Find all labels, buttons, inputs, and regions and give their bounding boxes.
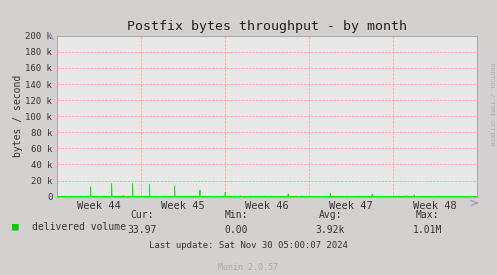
Text: 3.92k: 3.92k — [316, 225, 345, 235]
Text: Munin 2.0.57: Munin 2.0.57 — [219, 263, 278, 272]
Text: Cur:: Cur: — [130, 210, 154, 220]
Text: ■: ■ — [12, 222, 19, 232]
Text: Min:: Min: — [224, 210, 248, 220]
Text: Avg:: Avg: — [319, 210, 342, 220]
Text: 33.97: 33.97 — [127, 225, 157, 235]
Text: RRDTOOL / TOBI OETIKER: RRDTOOL / TOBI OETIKER — [490, 63, 495, 146]
Text: delivered volume: delivered volume — [32, 222, 126, 232]
Title: Postfix bytes throughput - by month: Postfix bytes throughput - by month — [127, 20, 407, 33]
Text: Last update: Sat Nov 30 05:00:07 2024: Last update: Sat Nov 30 05:00:07 2024 — [149, 241, 348, 250]
Y-axis label: bytes / second: bytes / second — [12, 75, 23, 157]
Text: Max:: Max: — [415, 210, 439, 220]
Text: 0.00: 0.00 — [224, 225, 248, 235]
Text: 1.01M: 1.01M — [413, 225, 442, 235]
